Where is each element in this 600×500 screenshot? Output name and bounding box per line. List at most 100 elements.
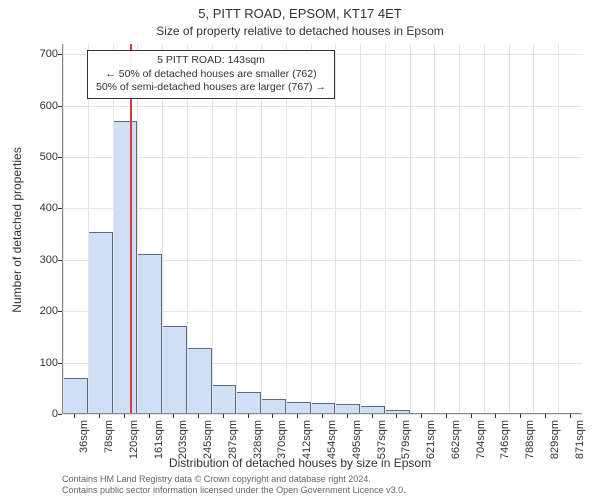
bar <box>187 348 212 413</box>
x-tick-label: 829sqm <box>549 420 561 459</box>
gridline-vertical <box>187 44 188 413</box>
x-tick-mark <box>421 414 422 418</box>
x-tick-mark <box>173 414 174 418</box>
x-tick-mark <box>248 414 249 418</box>
marker-line <box>130 44 132 413</box>
bar <box>63 378 88 413</box>
x-tick-label: 120sqm <box>128 420 140 459</box>
gridline-vertical <box>385 44 386 413</box>
bar <box>137 254 162 413</box>
bar <box>88 232 113 413</box>
bar <box>335 404 360 413</box>
y-tick-label: 300 <box>0 254 58 266</box>
chart-title-main: 5, PITT ROAD, EPSOM, KT17 4ET <box>0 6 600 21</box>
gridline-vertical <box>558 44 559 413</box>
x-tick-label: 621sqm <box>425 420 437 459</box>
y-axis-label: Number of detached properties <box>10 147 24 312</box>
gridline-horizontal <box>63 157 582 158</box>
y-tick-mark <box>58 157 62 158</box>
y-tick-mark <box>58 414 62 415</box>
gridline-vertical <box>533 44 534 413</box>
x-tick-label: 36sqm <box>78 420 90 453</box>
gridline-vertical <box>335 44 336 413</box>
x-tick-label: 746sqm <box>499 420 511 459</box>
y-tick-label: 700 <box>0 48 58 60</box>
x-tick-label: 537sqm <box>376 420 388 459</box>
gridline-vertical <box>88 44 89 413</box>
gridline-vertical <box>434 44 435 413</box>
y-tick-mark <box>58 311 62 312</box>
x-tick-label: 788sqm <box>524 420 536 459</box>
x-tick-label: 495sqm <box>351 420 363 459</box>
gridline-vertical <box>137 44 138 413</box>
gridline-vertical <box>236 44 237 413</box>
chart-title-sub: Size of property relative to detached ho… <box>0 24 600 38</box>
plot-area: 5 PITT ROAD: 143sqm← 50% of detached hou… <box>62 44 582 414</box>
x-tick-label: 161sqm <box>153 420 165 459</box>
y-tick-mark <box>58 260 62 261</box>
y-tick-label: 200 <box>0 305 58 317</box>
annotation-line: 5 PITT ROAD: 143sqm <box>96 54 326 68</box>
x-tick-label: 245sqm <box>202 420 214 459</box>
x-tick-label: 454sqm <box>326 420 338 459</box>
x-tick-mark <box>471 414 472 418</box>
x-tick-mark <box>223 414 224 418</box>
x-tick-label: 328sqm <box>252 420 264 459</box>
x-tick-mark <box>396 414 397 418</box>
gridline-vertical <box>484 44 485 413</box>
x-tick-mark <box>495 414 496 418</box>
chart-container: 5, PITT ROAD, EPSOM, KT17 4ET Size of pr… <box>0 0 600 500</box>
x-tick-mark <box>272 414 273 418</box>
x-axis-label: Distribution of detached houses by size … <box>0 456 600 470</box>
x-tick-label: 579sqm <box>400 420 412 459</box>
bar <box>360 406 385 413</box>
annotation-box: 5 PITT ROAD: 143sqm← 50% of detached hou… <box>87 50 335 99</box>
x-tick-mark <box>124 414 125 418</box>
bar <box>236 392 261 413</box>
bar <box>113 121 138 413</box>
y-tick-mark <box>58 363 62 364</box>
x-tick-mark <box>149 414 150 418</box>
annotation-line: ← 50% of detached houses are smaller (76… <box>96 68 326 82</box>
y-tick-label: 400 <box>0 202 58 214</box>
x-tick-mark <box>322 414 323 418</box>
gridline-vertical <box>410 44 411 413</box>
attribution-text: Contains HM Land Registry data © Crown c… <box>62 474 580 496</box>
annotation-line: 50% of semi-detached houses are larger (… <box>96 81 326 95</box>
y-tick-mark <box>58 208 62 209</box>
gridline-horizontal <box>63 106 582 107</box>
x-tick-label: 662sqm <box>450 420 462 459</box>
bar <box>311 403 336 413</box>
gridline-vertical <box>212 44 213 413</box>
x-tick-mark <box>297 414 298 418</box>
y-tick-mark <box>58 106 62 107</box>
gridline-vertical <box>311 44 312 413</box>
gridline-vertical <box>360 44 361 413</box>
gridline-vertical <box>63 44 64 413</box>
x-tick-mark <box>545 414 546 418</box>
x-tick-mark <box>570 414 571 418</box>
x-tick-label: 871sqm <box>574 420 586 459</box>
attribution-line: Contains HM Land Registry data © Crown c… <box>62 474 580 485</box>
bar <box>162 326 187 413</box>
gridline-vertical <box>162 44 163 413</box>
x-tick-mark <box>520 414 521 418</box>
bar <box>261 399 286 413</box>
x-tick-label: 287sqm <box>227 420 239 459</box>
y-tick-label: 500 <box>0 151 58 163</box>
x-tick-mark <box>372 414 373 418</box>
x-tick-mark <box>198 414 199 418</box>
bar <box>286 402 311 413</box>
gridline-vertical <box>261 44 262 413</box>
gridline-vertical <box>509 44 510 413</box>
x-tick-mark <box>446 414 447 418</box>
y-tick-label: 0 <box>0 408 58 420</box>
x-tick-label: 412sqm <box>301 420 313 459</box>
bar <box>385 410 410 413</box>
gridline-vertical <box>113 44 114 413</box>
bar <box>212 385 237 413</box>
attribution-line: Contains public sector information licen… <box>62 485 580 496</box>
x-tick-mark <box>99 414 100 418</box>
gridline-vertical <box>459 44 460 413</box>
x-tick-label: 704sqm <box>475 420 487 459</box>
